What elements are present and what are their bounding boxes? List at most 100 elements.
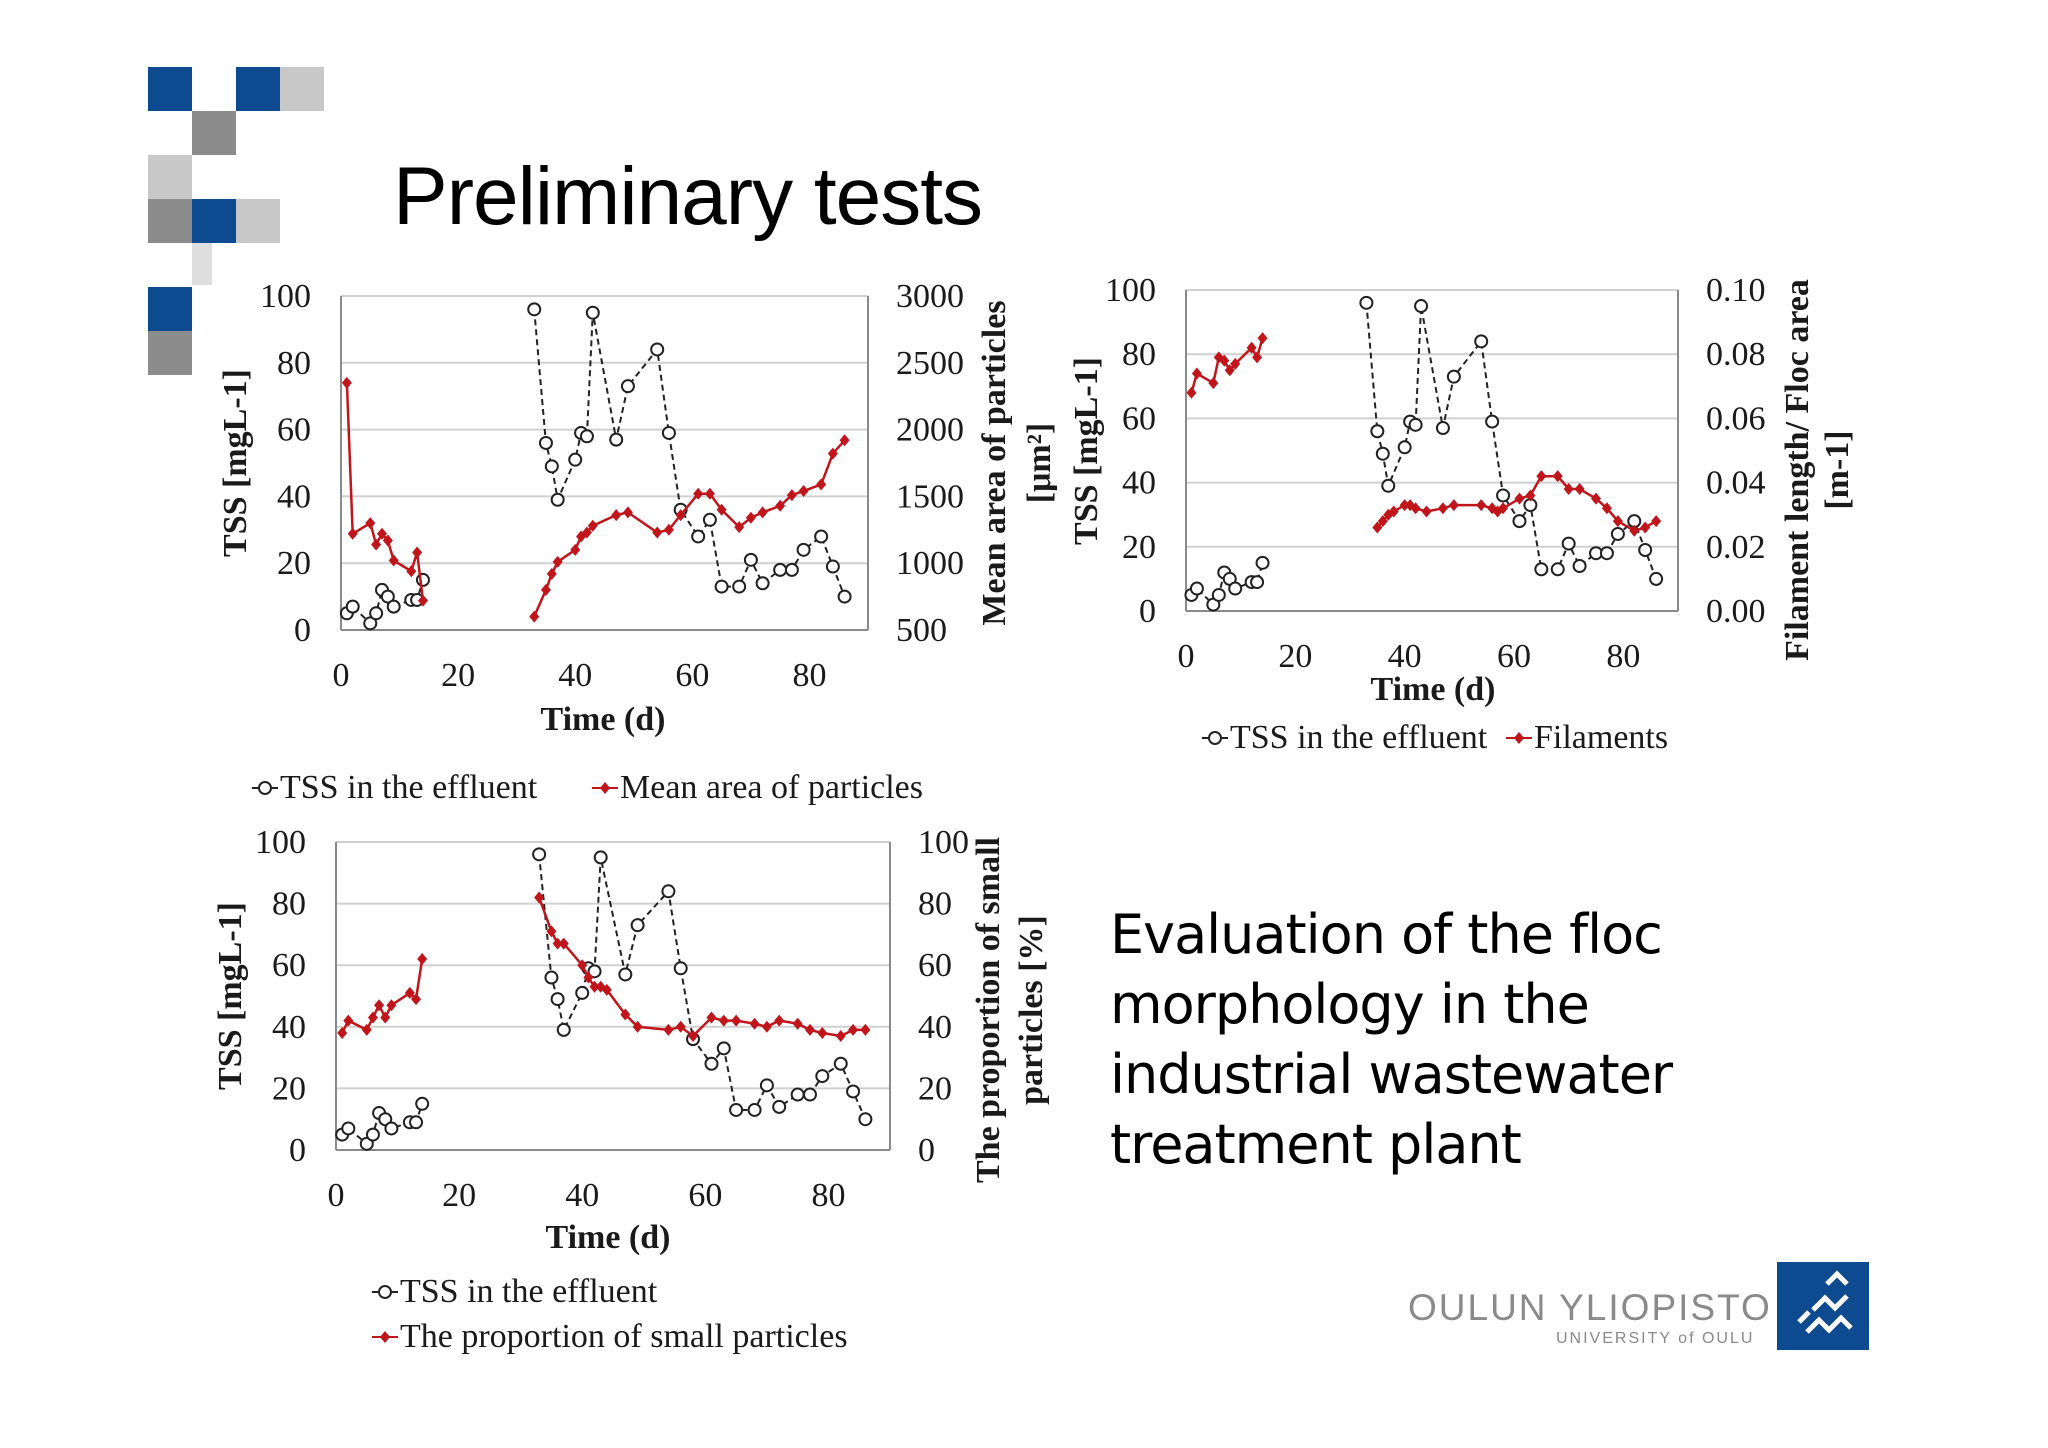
x-axis-label: Time (d) (541, 701, 666, 738)
deco-square (148, 287, 192, 331)
data-point (365, 1127, 380, 1142)
data-point (532, 847, 547, 862)
data-point (1359, 295, 1374, 310)
data-point (1448, 499, 1459, 512)
chart-chart2: 0 20 40 60 80 100 0.00 0.02 0.04 0.06 0.08 0.10 0 20 4… (1068, 272, 1856, 756)
data-point (858, 1112, 873, 1127)
y-tick-label: 20 (1122, 529, 1156, 566)
x-tick-label: 60 (675, 657, 709, 694)
data-point (415, 1096, 430, 1111)
data-point (759, 1078, 774, 1093)
data-point (347, 527, 358, 540)
data-point (1399, 499, 1410, 512)
data-point (534, 891, 545, 904)
data-point (620, 1008, 631, 1021)
y2-tick-label: 500 (896, 612, 947, 649)
data-point (1629, 524, 1640, 537)
y-tick-label: 80 (1122, 336, 1156, 373)
series-tss-in-the-effluent (1184, 295, 1664, 612)
data-point (1487, 502, 1498, 515)
data-point (1388, 505, 1399, 518)
data-point (550, 992, 565, 1007)
y2-tick-label: 20 (918, 1070, 952, 1107)
legend-marker (380, 1331, 390, 1343)
y-tick-label: 0 (294, 612, 311, 649)
series-mean-area-of-particles (341, 376, 850, 623)
data-point (835, 1030, 846, 1043)
data-point (1610, 526, 1625, 541)
data-point (577, 959, 588, 972)
data-point (1591, 492, 1601, 505)
data-point (1230, 357, 1241, 370)
y2-tick-label: 0.08 (1706, 336, 1766, 373)
data-point (570, 543, 581, 556)
data-point (345, 599, 360, 614)
legend-item: TSS in the effluent (1202, 719, 1488, 756)
data-point (552, 555, 563, 568)
data-point (384, 1121, 399, 1136)
data-point (1612, 515, 1623, 528)
legend-item: Mean area of particles (592, 769, 923, 806)
logo-wordmark: OULUN YLIOPISTO (1408, 1287, 1772, 1328)
data-point (757, 506, 768, 519)
data-point (601, 983, 612, 996)
data-point (556, 1022, 571, 1037)
data-point (718, 1014, 729, 1027)
legend-marker (1514, 732, 1524, 744)
legend-label: TSS in the effluent (400, 1273, 658, 1310)
data-point (786, 489, 797, 502)
x-tick-label: 40 (565, 1177, 599, 1214)
data-point (1211, 587, 1226, 602)
data-point (365, 517, 376, 530)
deco-square (236, 67, 280, 111)
logo-emblem-icon (1777, 1262, 1869, 1350)
data-point (1255, 555, 1270, 570)
y2-axis-label: [μm²] (1021, 423, 1058, 503)
data-point (1536, 470, 1547, 483)
data-point (1498, 502, 1509, 515)
data-point (702, 512, 717, 527)
data-point (609, 432, 624, 447)
data-point (1599, 546, 1614, 561)
data-point (1408, 417, 1423, 432)
data-point (540, 583, 551, 596)
y2-tick-label: 80 (918, 886, 952, 923)
x-tick-label: 0 (333, 657, 350, 694)
y2-tick-label: 2500 (896, 345, 964, 382)
y2-tick-label: 0.00 (1706, 593, 1766, 630)
y2-axis-label: The proportion of small (970, 837, 1007, 1183)
data-point (546, 567, 557, 580)
x-tick-label: 20 (442, 1177, 476, 1214)
data-point (784, 562, 799, 577)
legend-marker (378, 1285, 392, 1299)
y-axis-label: TSS [mgL-1] (212, 902, 249, 1090)
data-point (589, 980, 600, 993)
data-point (361, 1023, 372, 1036)
data-point (860, 1023, 871, 1036)
data-point (704, 487, 715, 500)
y2-axis-label: Mean area of particles (976, 300, 1013, 625)
legend-item: TSS in the effluent (372, 1273, 658, 1310)
data-point (1651, 515, 1662, 528)
data-point (815, 1069, 830, 1084)
legend-label: The proportion of small particles (400, 1318, 848, 1355)
data-point (663, 523, 674, 536)
data-point (341, 376, 352, 389)
data-point (1525, 489, 1536, 502)
data-point (1640, 521, 1651, 534)
data-point (1437, 502, 1448, 515)
y2-tick-label: 2000 (896, 412, 964, 449)
data-point (1370, 424, 1385, 439)
data-point (412, 546, 423, 559)
data-point (404, 986, 415, 999)
data-point (650, 342, 665, 357)
data-point (1219, 354, 1230, 367)
data-point (761, 1020, 772, 1033)
data-point (1250, 575, 1265, 590)
y-tick-label: 60 (272, 947, 306, 984)
data-point (755, 576, 770, 591)
data-point (661, 425, 676, 440)
x-tick-label: 80 (1606, 638, 1640, 675)
data-point (529, 610, 540, 623)
data-point (848, 1023, 859, 1036)
